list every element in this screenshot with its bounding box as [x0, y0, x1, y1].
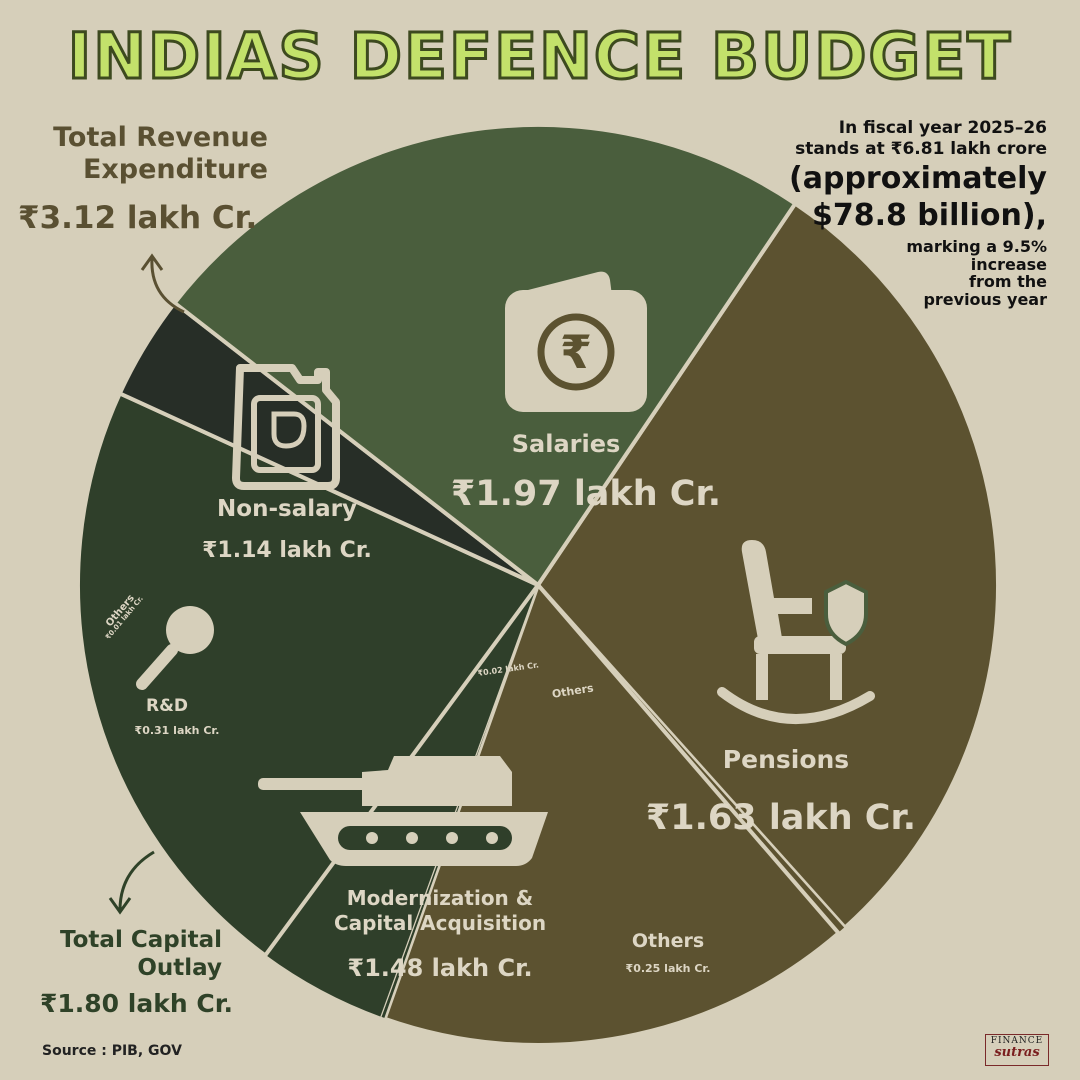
slice-label-salaries: Salaries: [511, 430, 621, 458]
magnifier-icon: [136, 606, 214, 690]
fuel-can-icon: [232, 364, 340, 490]
slice-value-non-salary: ₹1.14 lakh Cr.: [202, 538, 372, 563]
capital-label: Total Capital Outlay: [30, 927, 222, 982]
logo-top-text: FINANCE: [990, 1036, 1044, 1046]
fiscal-note-line4: $78.8 billion),: [811, 197, 1047, 233]
pie-slice-non-salary: [382, 581, 842, 1047]
arrow-down-icon: [118, 850, 155, 911]
arrow-up-icon-head: [140, 253, 164, 271]
slice-label-modernization: Modernization & Capital Acquisition: [300, 886, 580, 936]
revenue-label-line2: Expenditure: [82, 153, 268, 185]
fiscal-note-line7: from the: [969, 272, 1047, 292]
tank-icon: [258, 756, 548, 866]
capital-label-line2: Outlay: [137, 954, 222, 981]
revenue-label: Total Revenue Expenditure: [10, 122, 268, 186]
fiscal-note-outro: marking a 9.5% increase from the previou…: [847, 238, 1047, 308]
slice-label-others-pension: Others: [631, 930, 705, 952]
slice-value-modernization: ₹1.48 lakh Cr.: [347, 954, 533, 982]
revenue-value: ₹3.12 lakh Cr.: [18, 200, 258, 236]
rocking-chair-shield-icon: [717, 540, 875, 725]
revenue-label-line1: Total Revenue: [53, 122, 268, 153]
page-title: INDIAS DEFENCE BUDGET: [66, 19, 1013, 95]
slice-label-rnd: R&D: [145, 696, 189, 716]
slice-value-others-pension: ₹0.25 lakh Cr.: [625, 962, 711, 975]
source-note: Source : PIB, GOV: [42, 1043, 182, 1059]
slice-label-non-salary: Non-salary: [217, 496, 357, 522]
fiscal-note-line1: In fiscal year 2025–26: [838, 118, 1047, 138]
pie-slice-pensions: [171, 123, 798, 588]
capital-label-line1: Total Capital: [60, 927, 222, 953]
fiscal-note-line5: marking a 9.5%: [906, 237, 1047, 256]
slice-value-rnd: ₹0.31 lakh Cr.: [134, 724, 220, 737]
fiscal-note-intro: In fiscal year 2025–26 stands at ₹6.81 l…: [727, 118, 1047, 161]
finance-sutras-logo: FINANCE sutras: [985, 1034, 1049, 1066]
svg-text:₹: ₹: [560, 325, 592, 379]
slice-label-pensions: Pensions: [722, 745, 850, 774]
arrow-down-icon-head: [108, 897, 132, 915]
fiscal-note-line6: increase: [970, 254, 1047, 274]
capital-value: ₹1.80 lakh Cr.: [40, 989, 233, 1018]
fiscal-note-line8: previous year: [923, 289, 1047, 309]
slice-label-modernization-line2: Capital Acquisition: [333, 911, 547, 935]
fiscal-note-highlight: (approximately $78.8 billion),: [727, 161, 1047, 234]
wallet-rupee-icon: ₹: [505, 271, 647, 412]
logo-bottom-text: sutras: [994, 1045, 1040, 1060]
slice-value-pensions: ₹1.63 lakh Cr.: [645, 798, 917, 838]
arrow-up-icon: [150, 257, 185, 314]
fiscal-note-line3: (approximately: [789, 161, 1047, 196]
slice-value-salaries: ₹1.97 lakh Cr.: [450, 474, 722, 514]
fiscal-note-line2: stands at ₹6.81 lakh crore: [795, 139, 1047, 160]
slice-label-modernization-line1: Modernization &: [346, 886, 534, 910]
